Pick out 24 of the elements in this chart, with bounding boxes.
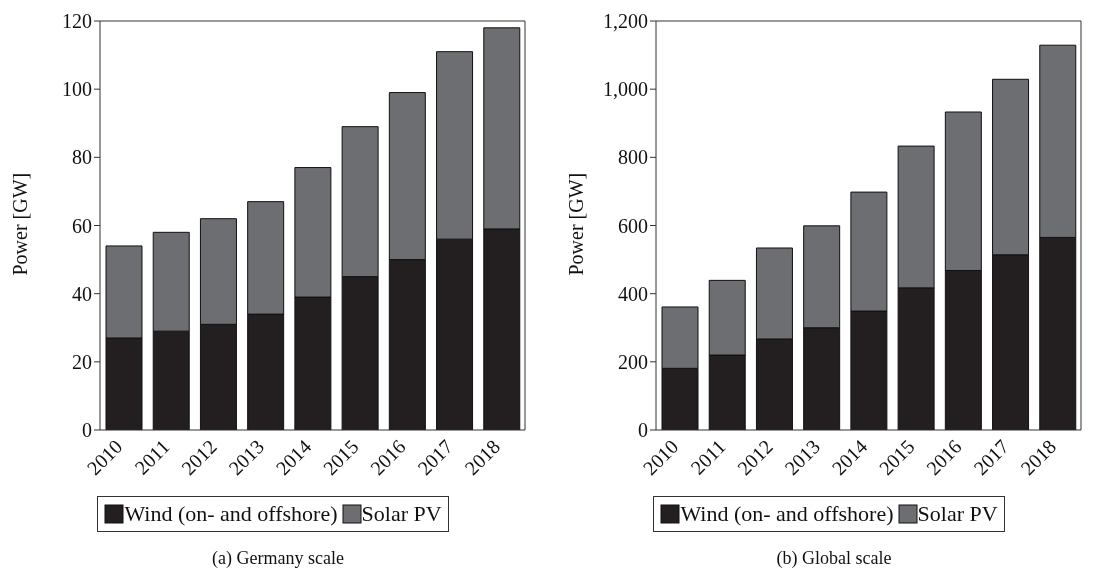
text: (b) Global scale — [775, 548, 893, 569]
y-axis-title: Power [GW] — [9, 172, 32, 276]
y-tick-label: 800 — [618, 146, 648, 169]
y-tick-label: 600 — [618, 214, 648, 237]
y-tick-label: 1,000 — [603, 78, 648, 101]
y-tick-label: 120 — [62, 10, 92, 33]
y-tick-label: 60 — [72, 214, 92, 237]
y-tick-label: 0 — [82, 419, 92, 442]
y-tick-label: 100 — [62, 78, 92, 101]
legend-label: Wind (on- and offshore) — [124, 501, 338, 527]
y-tick-label: 20 — [72, 350, 92, 373]
y-tick-label: 200 — [618, 350, 648, 373]
legend-label: Solar PV — [361, 501, 442, 527]
y-tick-label: 80 — [72, 146, 92, 169]
y-tick-label: 400 — [618, 282, 648, 305]
x-tick-label: 2011 — [686, 435, 730, 479]
x-tick-label: 2011 — [130, 435, 174, 479]
text: (a) Germany scale — [211, 548, 345, 569]
legend-label: Wind (on- and offshore) — [680, 501, 894, 527]
y-tick-label: 0 — [638, 419, 648, 442]
y-tick-label: 40 — [72, 282, 92, 305]
y-tick-label: 1,200 — [603, 10, 648, 33]
y-axis-title: Power [GW] — [565, 172, 588, 276]
legend-label: Solar PV — [917, 501, 998, 527]
